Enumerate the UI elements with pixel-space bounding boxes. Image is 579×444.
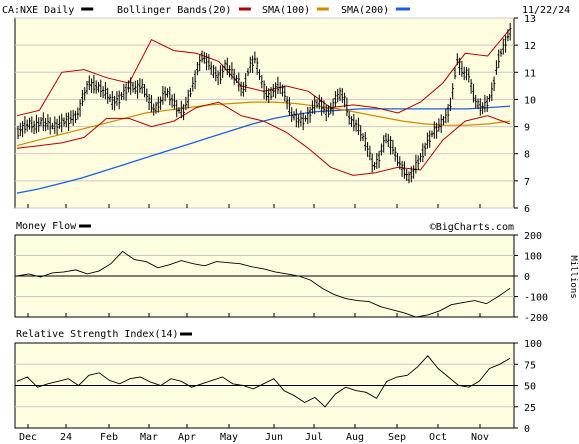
money-flow-units: Millions (568, 255, 578, 298)
price-tick-label: 9 (524, 123, 530, 134)
price-tick-label: 7 (524, 177, 530, 188)
price-tick-label: 13 (524, 14, 536, 25)
legend-label: SMA(100) (262, 5, 310, 16)
legend-label: SMA(200) (341, 5, 389, 16)
rsi-tick-label: 75 (524, 360, 536, 371)
x-tick-label: Nov (471, 432, 489, 443)
x-tick-label: Feb (100, 432, 118, 443)
x-tick-label: Aug (346, 432, 364, 443)
legend-label: Bollinger Bands(20) (117, 5, 231, 16)
x-tick-label: Jul (305, 432, 323, 443)
x-axis: Dec 24 Feb Mar Apr May Jun Jul Aug Sep Oct Nov (19, 204, 489, 443)
rsi-tick-label: 50 (524, 382, 536, 393)
price-tick-label: 10 (524, 95, 536, 106)
x-tick-label: Dec (19, 432, 37, 443)
rsi-title: Relative Strength Index(14) (16, 329, 179, 340)
money-flow-panel: 200 100 0 -100 -200 Money Flow ©BigCharts.co… (14, 221, 578, 324)
x-tick-label: Sep (388, 432, 406, 443)
money-flow-line (16, 250, 511, 318)
x-tick-label: Mar (140, 432, 158, 443)
price-tick-label: 11 (524, 68, 536, 79)
money-flow-tick-label: -100 (524, 293, 548, 304)
watermark: ©BigCharts.com (430, 222, 514, 233)
x-tick-label: Apr (178, 432, 196, 443)
money-flow-tick-label: 100 (524, 252, 542, 263)
rsi-tick-label: 25 (524, 403, 536, 414)
rsi-line (16, 355, 511, 408)
money-flow-tick-label: -200 (524, 313, 548, 324)
date-label: 11/22/24 (522, 5, 570, 16)
rsi-tick-label: 0 (524, 424, 530, 435)
price-plot-area (14, 17, 515, 209)
price-tick-label: 12 (524, 41, 536, 52)
money-flow-title: Money Flow (16, 221, 77, 232)
rsi-panel: 100 75 50 25 0 Relative Strength Index(14) (14, 329, 542, 435)
x-tick-label: May (220, 432, 238, 443)
legend-label: CA:NXE Daily (2, 5, 74, 16)
x-tick-label: Oct (429, 432, 447, 443)
money-flow-tick-label: 200 (524, 231, 542, 242)
price-tick-label: 8 (524, 150, 530, 161)
x-tick-label: Jun (265, 432, 283, 443)
price-tick-label: 6 (524, 204, 530, 215)
x-tick-label: 24 (60, 432, 72, 443)
rsi-tick-label: 100 (524, 339, 542, 350)
bollinger-lower-band (16, 101, 511, 176)
money-flow-tick-label: 0 (524, 272, 530, 283)
